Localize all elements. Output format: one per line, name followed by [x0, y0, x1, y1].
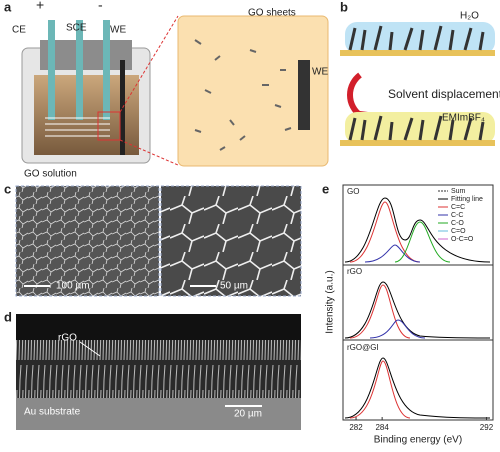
spectrum	[344, 197, 491, 263]
sheets	[194, 39, 292, 151]
x-tick-label: 284	[375, 423, 389, 432]
fit	[349, 360, 411, 419]
scale-label: 50 µm	[220, 281, 248, 292]
sample-label: rGO	[347, 267, 362, 276]
legend-entry: Fitting line	[451, 196, 483, 203]
spectrum	[344, 357, 491, 419]
x-tick-label: 292	[480, 423, 494, 432]
zoom-lines	[119, 15, 179, 166]
panel-label: b	[340, 0, 348, 14]
scale-label: 100 µm	[56, 281, 90, 292]
scale-label: 20 µm	[234, 409, 262, 420]
film	[348, 115, 485, 141]
panel-label: e	[322, 181, 329, 196]
electrode	[48, 20, 55, 120]
lid	[40, 40, 132, 70]
substrate	[16, 398, 301, 430]
fit	[349, 201, 421, 263]
arrow	[347, 72, 362, 118]
solvent-layer	[345, 112, 495, 144]
legend-entry: C-C	[451, 212, 463, 219]
sample-label: rGO@GI	[347, 343, 379, 352]
solution-label: GO solution	[24, 169, 77, 180]
spectrum	[344, 281, 491, 339]
plot-frame	[342, 264, 494, 341]
x-tick-label: 282	[349, 423, 363, 432]
panel-e: e GO rGO rGO@GI Sum Fitting line C=C C-C…	[322, 181, 494, 445]
wires	[45, 117, 110, 137]
zoom-box	[97, 111, 121, 141]
electrode	[103, 20, 110, 120]
substrate	[340, 50, 495, 56]
panel-a: a CE SCE WE + - GO solution GO sheets WE	[4, 0, 329, 180]
substrate	[340, 140, 495, 146]
electrode-label: CE	[12, 25, 26, 36]
pointer	[79, 341, 101, 357]
panel-b: b H₂O Solvent displacement EMImBF₄	[340, 0, 500, 146]
polarity: +	[36, 0, 44, 13]
solvent-label: EMImBF₄	[442, 113, 485, 124]
solvent-label: H₂O	[460, 11, 479, 22]
fit	[364, 244, 421, 263]
legend-entry: Sum	[451, 188, 466, 195]
electrode-label: SCE	[66, 23, 87, 34]
legend-entry: C=O	[451, 228, 466, 235]
fit	[349, 284, 411, 339]
legend: Sum Fitting line C=C C-C C-O C=O O-C=O	[438, 188, 483, 243]
x-axis-label: Binding energy (eV)	[374, 435, 462, 446]
panel-label: d	[4, 309, 12, 324]
panel-label: c	[4, 181, 11, 196]
legend-entry: C-O	[451, 220, 464, 227]
process-label: Solvent displacement	[388, 87, 500, 101]
panel-c: c 100 µm 50 µm	[4, 181, 302, 297]
fit	[394, 221, 451, 263]
solvent-layer	[345, 22, 495, 54]
sem-image	[160, 185, 302, 297]
y-axis-label: Intensity (a.u.)	[325, 270, 336, 333]
inset-electrode	[298, 60, 310, 130]
sample-label: GO	[347, 187, 359, 196]
substrate-label: Au substrate	[24, 407, 81, 418]
panel-label: a	[4, 0, 12, 14]
inset-label: WE	[312, 67, 328, 78]
plot-frame	[342, 339, 494, 421]
electrode	[76, 20, 83, 120]
fit	[369, 319, 426, 339]
film	[348, 25, 485, 51]
legend-entry: O-C=O	[451, 236, 474, 243]
panel-d: d rGO Au substrate 20 µm	[4, 309, 301, 430]
film-label: rGO	[58, 333, 77, 344]
polarity: -	[98, 0, 103, 13]
inset-label: GO sheets	[248, 8, 296, 19]
film	[16, 340, 301, 400]
sem-image	[15, 185, 160, 297]
legend-entry: C=C	[451, 204, 465, 211]
electrode-label: WE	[110, 25, 126, 36]
